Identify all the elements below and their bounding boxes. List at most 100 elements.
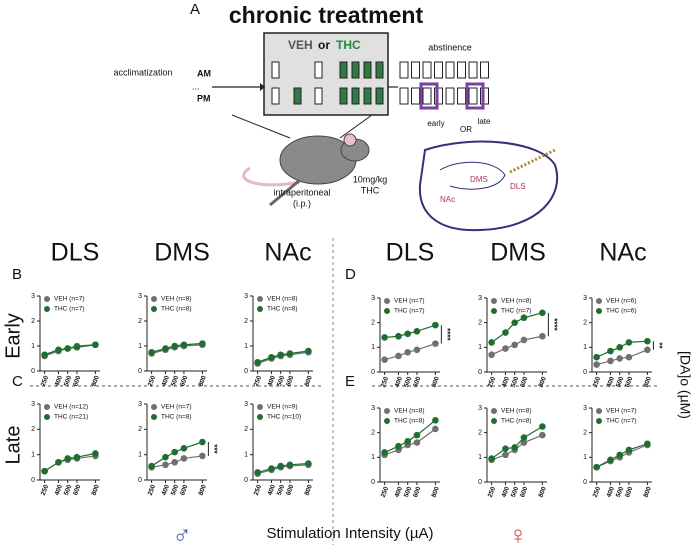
- y-tick-label: 2: [371, 320, 375, 327]
- y-tick-label: 2: [244, 318, 248, 325]
- panel-label: E: [345, 373, 355, 390]
- data-point: [64, 345, 71, 352]
- y-tick-label: 2: [583, 430, 587, 437]
- data-point: [502, 445, 509, 453]
- y-tick-label: 3: [138, 293, 142, 300]
- route-label: intraperitoneal: [273, 187, 330, 197]
- x-tick-label: 250: [147, 375, 157, 388]
- data-point: [148, 462, 155, 470]
- x-tick-label: 600: [285, 484, 295, 497]
- region-header: DLS: [386, 239, 435, 267]
- data-point: [277, 462, 284, 470]
- legend-label: VEH (n=6): [606, 298, 637, 305]
- x-tick-label: 800: [643, 376, 653, 389]
- panel-label: C: [12, 373, 23, 390]
- x-tick-label: 500: [276, 375, 286, 388]
- data-point: [41, 351, 48, 359]
- series-line: [384, 419, 436, 453]
- y-tick-label: 1: [244, 452, 248, 459]
- data-point: [162, 453, 169, 461]
- x-tick-label: 400: [394, 376, 404, 389]
- y-tick-label: 1: [371, 454, 375, 461]
- data-point: [432, 425, 439, 433]
- data-point: [520, 434, 528, 441]
- data-point: [199, 438, 206, 446]
- y-tick-label: 0: [138, 477, 142, 484]
- x-tick-label: 400: [54, 484, 64, 497]
- x-tick-label: 250: [147, 484, 157, 497]
- data-point: [644, 337, 651, 345]
- y-tick-label: 1: [478, 344, 482, 351]
- y-tick-label: 0: [371, 369, 375, 376]
- legend-label: VEH (n=8): [267, 296, 298, 303]
- y-tick-label: 3: [583, 405, 587, 412]
- legend-label: THC (n=21): [54, 414, 88, 421]
- data-point: [55, 458, 62, 466]
- route-abbr: (i.p.): [293, 198, 311, 208]
- significance-label: ***: [209, 444, 218, 454]
- data-point: [148, 348, 155, 356]
- data-point: [395, 442, 402, 450]
- early-highlight: [419, 82, 439, 110]
- or-label: OR: [460, 125, 472, 134]
- day-square: [399, 61, 409, 79]
- data-point: [539, 423, 546, 430]
- legend-marker: [384, 308, 390, 314]
- data-point: [41, 467, 48, 475]
- sex-symbol: ♂: [172, 520, 192, 550]
- data-point: [607, 357, 614, 365]
- y-tick-label: 3: [244, 401, 248, 408]
- legend-label: VEH (n=9): [267, 404, 298, 411]
- data-point: [607, 347, 614, 355]
- data-point: [607, 456, 614, 464]
- data-point: [432, 417, 439, 424]
- significance-label: ****: [549, 318, 558, 331]
- veh-label: VEH: [288, 38, 313, 52]
- y-tick-label: 0: [371, 479, 375, 486]
- x-tick-label: 500: [615, 376, 625, 389]
- data-point: [413, 328, 421, 335]
- x-tick-label: 400: [267, 484, 277, 497]
- y-tick-label: 2: [138, 426, 142, 433]
- day-square: [445, 87, 455, 105]
- data-point: [511, 341, 518, 349]
- data-point: [616, 355, 623, 362]
- x-tick-label: 250: [592, 376, 602, 389]
- or-label: or: [318, 38, 330, 52]
- data-point: [404, 438, 411, 445]
- y-tick-label: 0: [138, 368, 142, 375]
- legend-marker: [491, 308, 497, 314]
- legend-label: THC (n=10): [267, 414, 301, 421]
- day-square: [363, 87, 372, 105]
- y-tick-label: 0: [583, 369, 587, 376]
- x-tick-label: 600: [412, 376, 422, 389]
- x-tick-label: 400: [501, 376, 511, 389]
- data-point: [616, 344, 623, 351]
- panel-label: B: [12, 266, 22, 283]
- data-point: [305, 460, 312, 467]
- y-tick-label: 3: [138, 401, 142, 408]
- y-tick-label: 2: [244, 426, 248, 433]
- x-tick-label: 500: [63, 375, 73, 388]
- day-square: [351, 87, 360, 105]
- x-tick-label: 600: [72, 484, 82, 497]
- x-tick-label: 400: [161, 375, 171, 388]
- x-tick-label: 500: [63, 484, 73, 497]
- x-tick-label: 250: [253, 484, 263, 497]
- x-tick-label: 600: [624, 486, 634, 499]
- x-tick-label: 600: [72, 375, 82, 388]
- brain-label: DLS: [510, 182, 526, 191]
- day-square: [314, 61, 323, 79]
- data-point: [162, 345, 169, 352]
- ellipsis: ...: [192, 81, 200, 91]
- brain-label: NAc: [440, 195, 455, 204]
- x-tick-label: 800: [198, 484, 208, 497]
- x-tick-label: 500: [403, 376, 413, 389]
- region-header: NAc: [599, 239, 646, 267]
- x-tick-label: 250: [40, 375, 50, 388]
- data-point: [502, 345, 509, 352]
- data-point: [539, 431, 546, 439]
- day-square: [434, 61, 443, 79]
- data-point: [502, 451, 509, 459]
